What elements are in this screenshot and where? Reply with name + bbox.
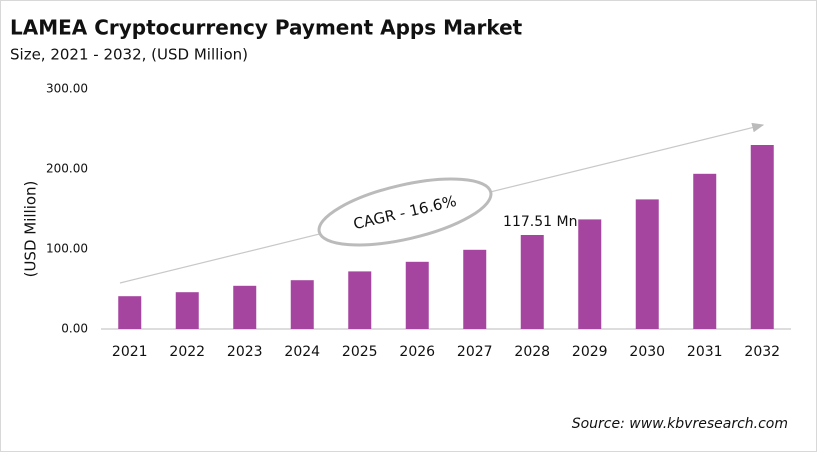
y-tick-label: 100.00	[46, 242, 88, 256]
bar	[118, 296, 142, 329]
bar	[693, 173, 717, 329]
y-axis-title: (USD Million)	[22, 181, 40, 278]
bar	[233, 285, 257, 329]
x-tick-label: 2032	[744, 344, 780, 360]
x-tick-label: 2031	[687, 344, 723, 360]
x-tick-label: 2027	[457, 344, 493, 360]
source: Source: www.kbvresearch.com	[572, 416, 788, 432]
x-tick-label: 2028	[514, 344, 550, 360]
bar	[348, 271, 372, 329]
bar	[463, 249, 487, 329]
value-label: 117.51 Mn	[503, 214, 577, 230]
x-tick-label: 2022	[169, 344, 205, 360]
y-tick-label: 300.00	[46, 82, 88, 96]
bar	[635, 199, 659, 329]
bar	[290, 280, 314, 329]
x-tick-label: 2029	[572, 344, 608, 360]
bar	[578, 219, 602, 329]
bar	[750, 145, 774, 329]
bar	[405, 261, 429, 329]
chart-subtitle: Size, 2021 - 2032, (USD Million)	[10, 46, 248, 64]
x-tick-label: 2024	[284, 344, 320, 360]
x-tick-label: 2021	[112, 344, 148, 360]
chart-title: LAMEA Cryptocurrency Payment Apps Market	[10, 16, 523, 40]
x-tick-label: 2030	[629, 344, 665, 360]
x-tick-label: 2023	[227, 344, 263, 360]
x-tick-label: 2025	[342, 344, 378, 360]
y-tick-label: 200.00	[46, 162, 88, 176]
bar	[520, 234, 544, 329]
x-tick-label: 2026	[399, 344, 435, 360]
bar	[175, 292, 199, 329]
y-tick-label: 0.00	[61, 322, 88, 336]
cagr-ellipse	[317, 177, 493, 247]
